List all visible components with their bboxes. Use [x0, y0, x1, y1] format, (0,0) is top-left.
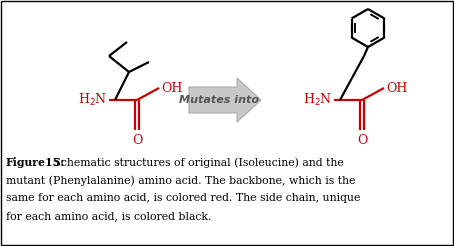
Text: Figure15:: Figure15: — [6, 157, 65, 168]
Text: O: O — [357, 134, 367, 147]
Text: Schematic structures of original (Isoleucine) and the: Schematic structures of original (Isoleu… — [50, 157, 344, 168]
Text: for each amino acid, is colored black.: for each amino acid, is colored black. — [6, 211, 212, 221]
Text: H$_2$N: H$_2$N — [78, 92, 107, 108]
Text: Mutates into: Mutates into — [179, 95, 259, 105]
Text: O: O — [132, 134, 142, 147]
Text: same for each amino acid, is colored red. The side chain, unique: same for each amino acid, is colored red… — [6, 193, 360, 203]
Text: OH: OH — [386, 81, 407, 94]
Text: H$_2$N: H$_2$N — [302, 92, 332, 108]
Polygon shape — [189, 78, 261, 122]
Text: OH: OH — [161, 81, 183, 94]
Text: mutant (Phenylalanine) amino acid. The backbone, which is the: mutant (Phenylalanine) amino acid. The b… — [6, 175, 355, 185]
